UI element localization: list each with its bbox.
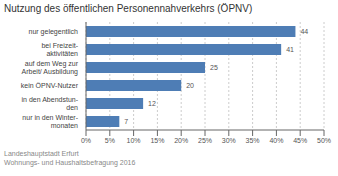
- svg-text:0%: 0%: [81, 137, 91, 144]
- svg-text:5%: 5%: [105, 137, 115, 144]
- svg-text:nur gelegentlich: nur gelegentlich: [29, 28, 79, 36]
- svg-text:20: 20: [186, 82, 194, 89]
- svg-text:25: 25: [210, 64, 218, 71]
- svg-text:auf dem Weg zurArbeit/ Ausbild: auf dem Weg zurArbeit/ Ausbildung: [22, 60, 79, 76]
- svg-text:20%: 20%: [174, 137, 188, 144]
- svg-text:44: 44: [300, 28, 308, 35]
- svg-text:10%: 10%: [127, 137, 141, 144]
- svg-text:7: 7: [124, 118, 128, 125]
- svg-text:50%: 50%: [317, 137, 330, 144]
- svg-text:nur in den Winter-monaten: nur in den Winter-monaten: [22, 114, 78, 129]
- svg-text:41: 41: [286, 46, 294, 53]
- svg-text:40%: 40%: [269, 137, 283, 144]
- svg-text:in den Abendstun-den: in den Abendstun-den: [22, 96, 79, 111]
- svg-text:bei Freizeit-aktivitäten: bei Freizeit-aktivitäten: [41, 42, 78, 57]
- html-text:Nutzung des öffentlichen Perso: Nutzung des öffentlichen Personennahverk…: [4, 3, 253, 14]
- svg-text:30%: 30%: [222, 137, 236, 144]
- html-text:Landeshauptstadt Erfurt Wohnun: Landeshauptstadt Erfurt Wohnungs- und Ha…: [4, 150, 136, 166]
- svg-text:25%: 25%: [198, 137, 212, 144]
- svg-text:35%: 35%: [246, 137, 260, 144]
- svg-text:kein ÖPNV-Nutzer: kein ÖPNV-Nutzer: [21, 82, 79, 89]
- svg-text:15%: 15%: [150, 137, 164, 144]
- svg-text:12: 12: [148, 100, 156, 107]
- svg-text:45%: 45%: [293, 137, 307, 144]
